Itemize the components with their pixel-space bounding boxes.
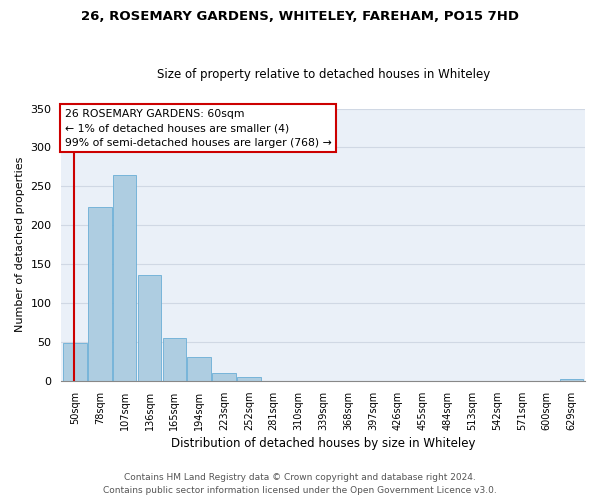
Bar (113, 174, 136, 381)
Bar (163, 338, 186, 381)
Title: Size of property relative to detached houses in Whiteley: Size of property relative to detached ho… (157, 68, 490, 81)
Text: 26, ROSEMARY GARDENS, WHITELEY, FAREHAM, PO15 7HD: 26, ROSEMARY GARDENS, WHITELEY, FAREHAM,… (81, 10, 519, 23)
Text: 26 ROSEMARY GARDENS: 60sqm
← 1% of detached houses are smaller (4)
99% of semi-d: 26 ROSEMARY GARDENS: 60sqm ← 1% of detac… (65, 108, 331, 148)
Bar (187, 356, 211, 381)
Y-axis label: Number of detached properties: Number of detached properties (15, 157, 25, 332)
Bar (560, 380, 583, 381)
X-axis label: Distribution of detached houses by size in Whiteley: Distribution of detached houses by size … (171, 437, 475, 450)
Bar (138, 275, 161, 381)
Bar (88, 206, 112, 381)
Bar (63, 342, 87, 381)
Bar (212, 373, 236, 381)
Text: Contains HM Land Registry data © Crown copyright and database right 2024.
Contai: Contains HM Land Registry data © Crown c… (103, 473, 497, 495)
Bar (237, 377, 260, 381)
